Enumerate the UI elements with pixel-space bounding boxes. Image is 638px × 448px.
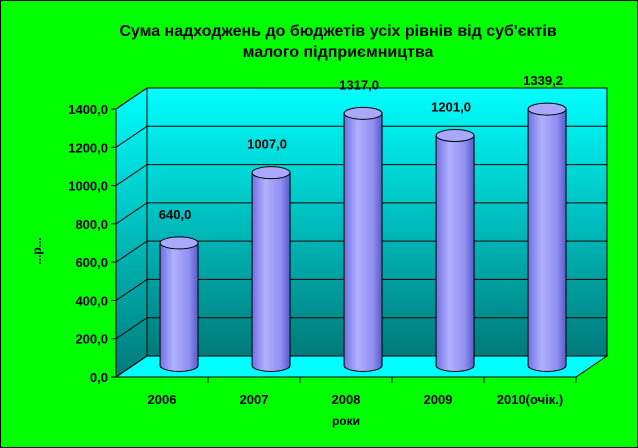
side-wall <box>115 87 148 378</box>
data-label: 1007,0 <box>247 137 287 152</box>
chart-title-line-2: малого підприємництва <box>243 44 434 61</box>
bar-top <box>435 129 475 143</box>
bar-top <box>251 166 291 180</box>
gridline <box>115 87 607 110</box>
y-tick-label: 600,0 <box>75 255 108 270</box>
bar-body <box>251 172 291 372</box>
data-label: 1201,0 <box>431 100 471 115</box>
y-tick-label: 1400,0 <box>68 102 108 117</box>
bar-body <box>435 135 475 372</box>
data-label: 640,0 <box>159 207 192 222</box>
data-label: 1339,2 <box>523 73 563 88</box>
bar-2010(очік.) <box>527 102 567 372</box>
x-tick-label: 2006 <box>148 392 177 407</box>
y-tick-label: 400,0 <box>75 293 108 308</box>
data-label: 1317,0 <box>339 77 379 92</box>
bar-2006 <box>159 236 199 372</box>
x-tick-label: 2008 <box>332 392 361 407</box>
bar-body <box>527 108 567 372</box>
y-tick-label: 0,0 <box>90 370 108 385</box>
chart-title-line-1: Сума надходжень до бюджетів усіх рівнів … <box>119 23 557 40</box>
x-tick-label: 2010(очік.) <box>497 392 563 407</box>
bar-body <box>159 242 199 372</box>
x-axis-title: роки <box>332 414 360 428</box>
bar-top <box>343 106 383 120</box>
bar-2008 <box>343 106 383 372</box>
y-tick-label: 800,0 <box>75 217 108 232</box>
y-tick-label: 200,0 <box>75 332 108 347</box>
x-tick-label: 2009 <box>424 392 453 407</box>
y-axis-title: ...р... <box>30 237 44 264</box>
bar-2007 <box>251 166 291 372</box>
bar-top <box>159 236 199 250</box>
bar-top <box>527 102 567 116</box>
y-tick-label: 1200,0 <box>68 140 108 155</box>
bar-2009 <box>435 129 475 372</box>
x-tick-label: 2007 <box>240 392 269 407</box>
gridline <box>115 125 607 148</box>
y-tick-label: 1000,0 <box>68 179 108 194</box>
bar-body <box>343 112 383 372</box>
